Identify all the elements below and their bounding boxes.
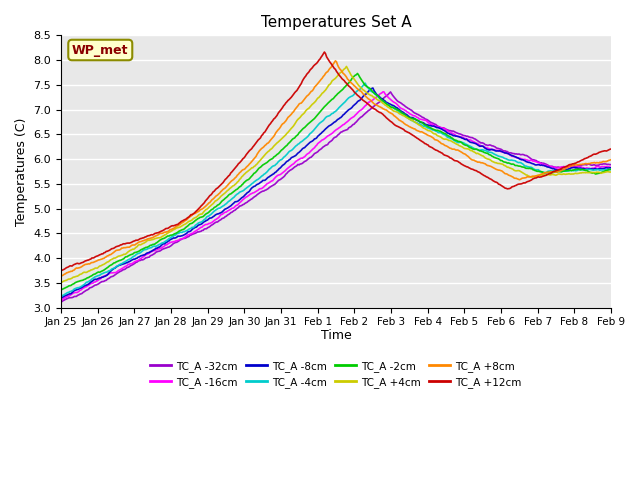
Y-axis label: Temperatures (C): Temperatures (C) bbox=[15, 117, 28, 226]
X-axis label: Time: Time bbox=[321, 329, 351, 342]
Title: Temperatures Set A: Temperatures Set A bbox=[260, 15, 412, 30]
Text: WP_met: WP_met bbox=[72, 44, 129, 57]
Legend: TC_A -32cm, TC_A -16cm, TC_A -8cm, TC_A -4cm, TC_A -2cm, TC_A +4cm, TC_A +8cm, T: TC_A -32cm, TC_A -16cm, TC_A -8cm, TC_A … bbox=[146, 357, 526, 392]
